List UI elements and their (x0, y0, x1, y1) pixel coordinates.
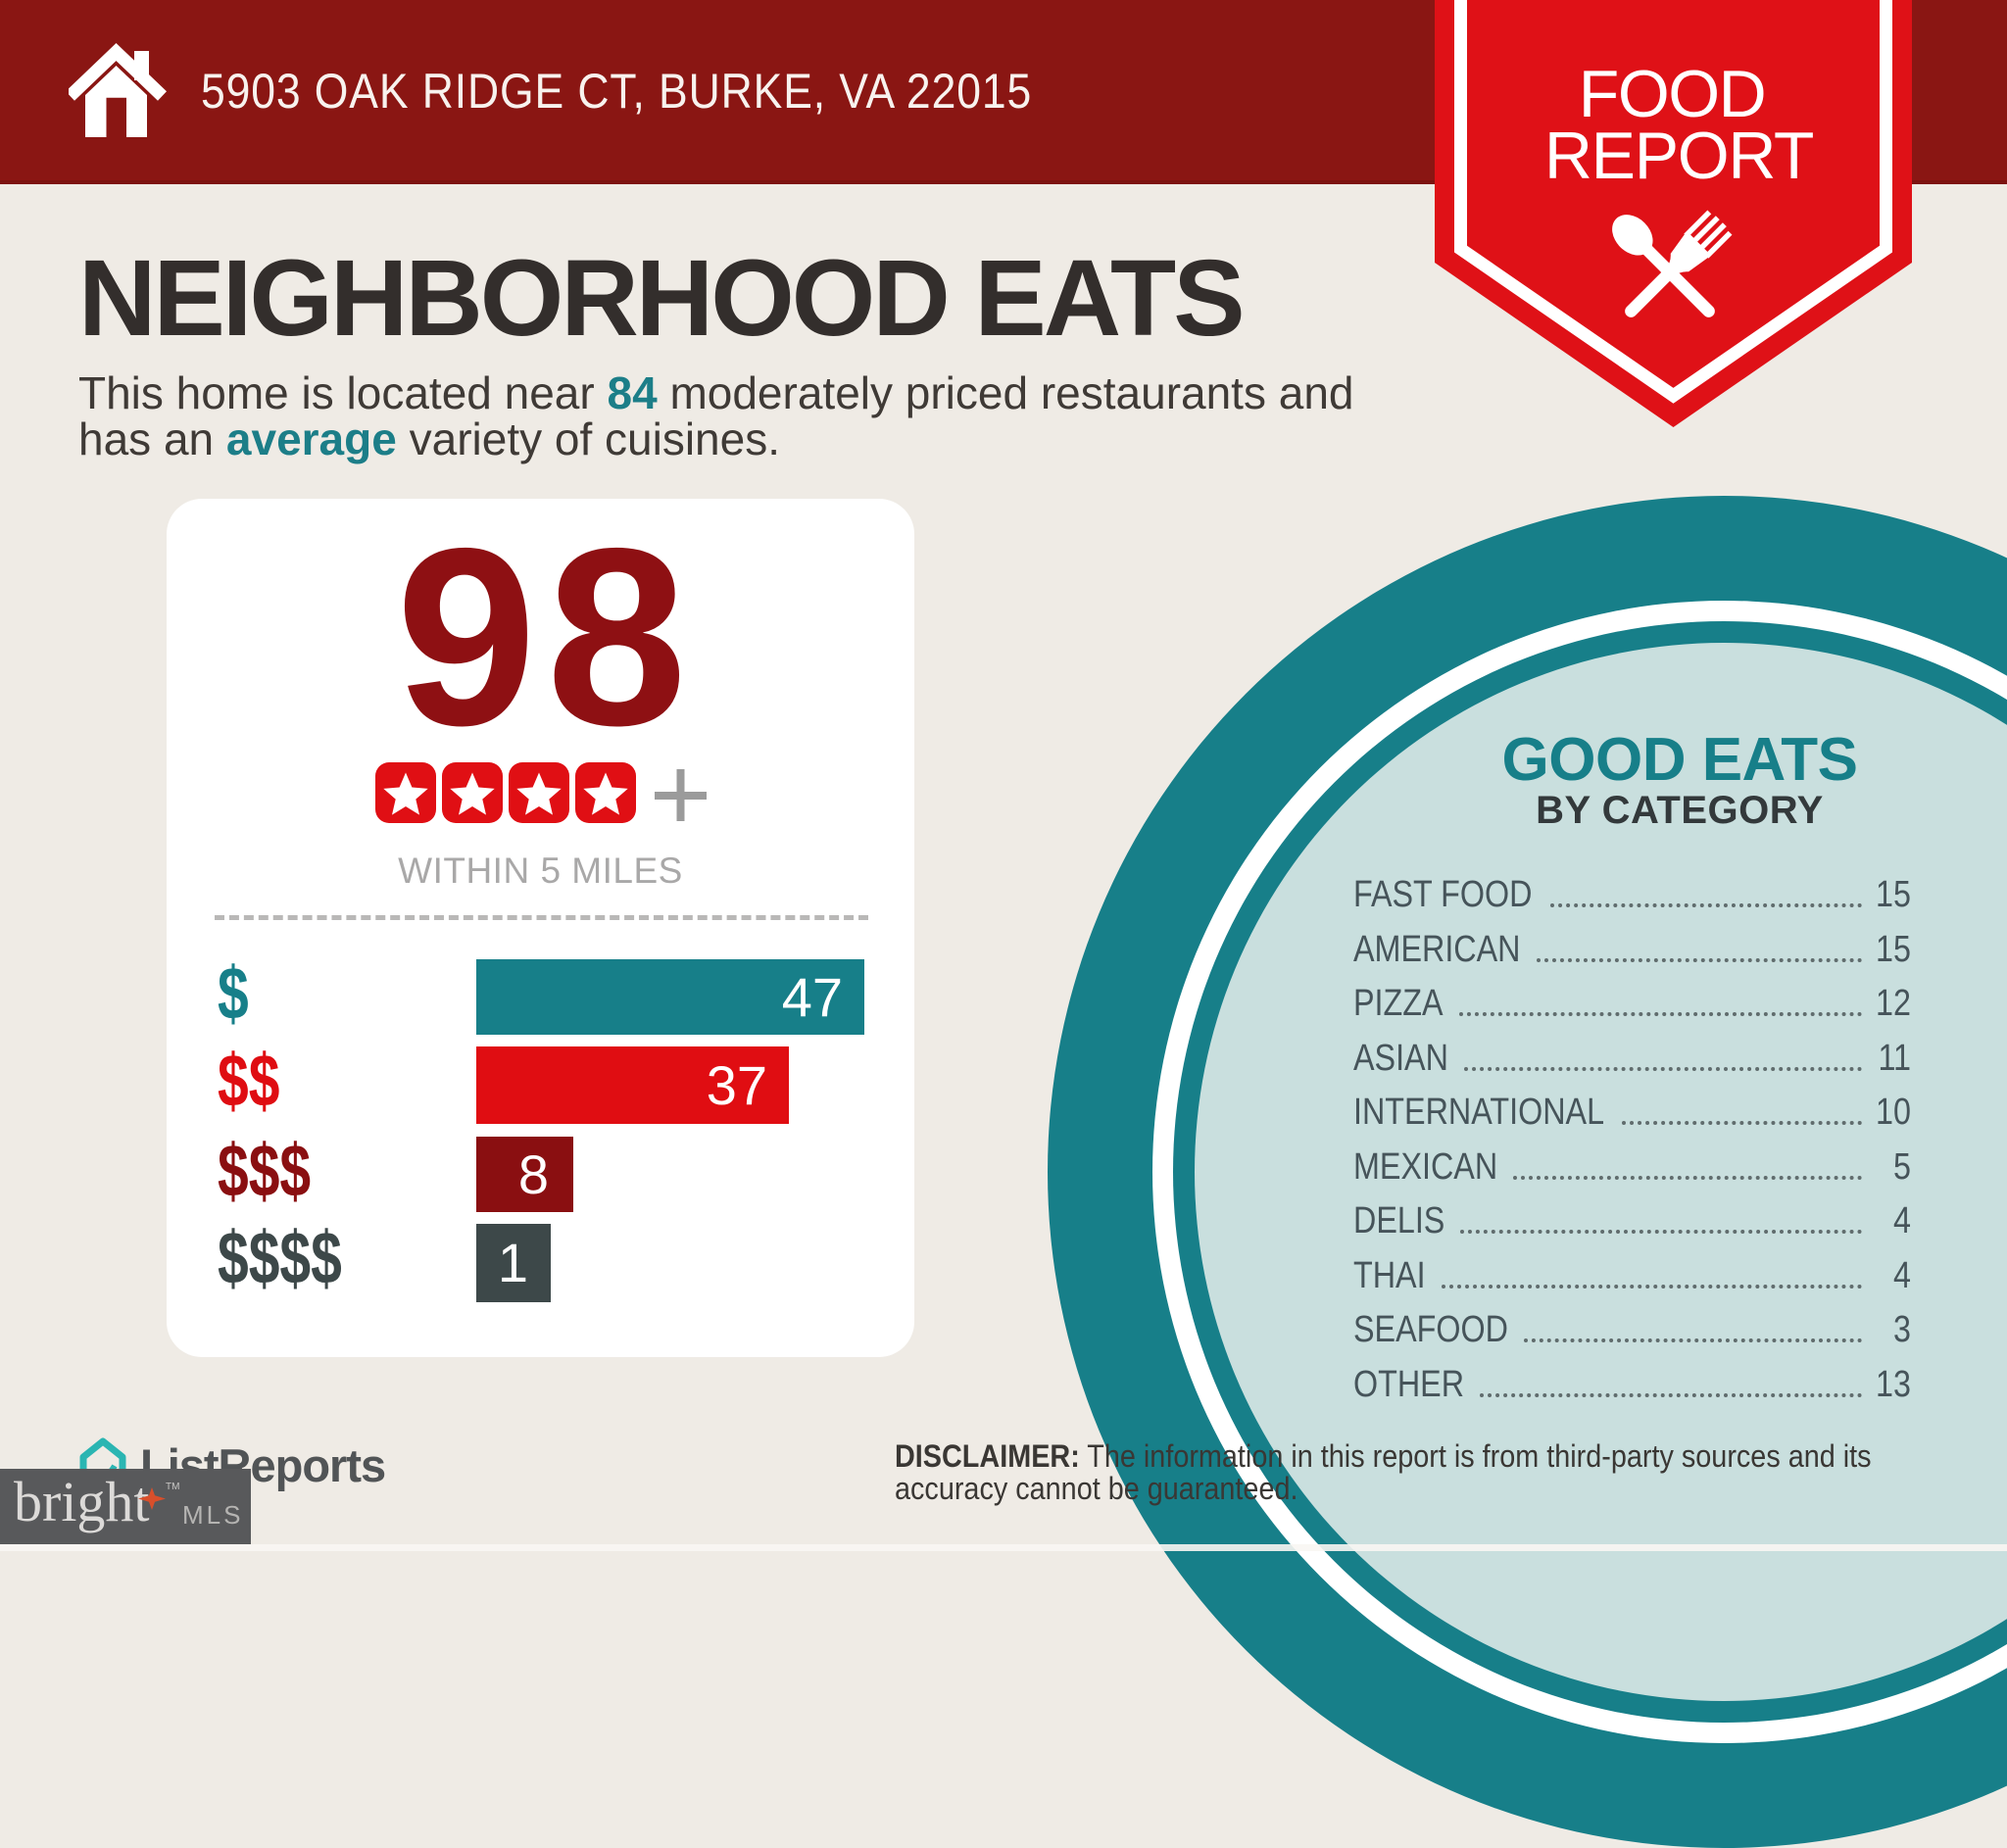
svg-text:FOOD: FOOD (1579, 57, 1765, 131)
svg-text:REPORT: REPORT (1544, 119, 1813, 193)
